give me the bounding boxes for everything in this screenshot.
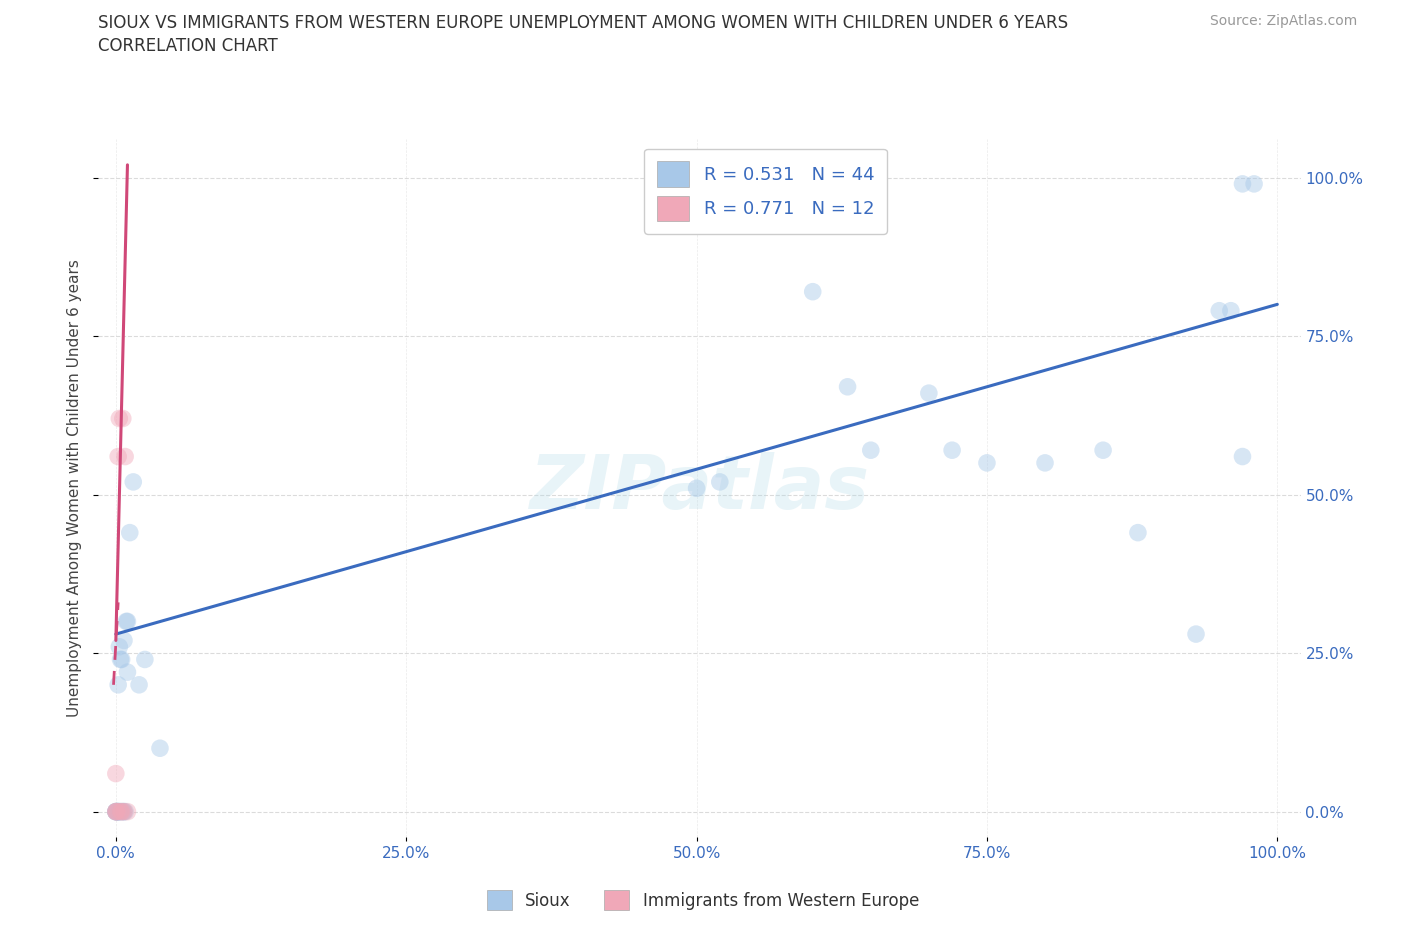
Point (117, 804, 139, 819)
Text: SIOUX VS IMMIGRANTS FROM WESTERN EUROPE UNEMPLOYMENT AMONG WOMEN WITH CHILDREN U: SIOUX VS IMMIGRANTS FROM WESTERN EUROPE … (98, 14, 1069, 32)
Point (108, 804, 131, 819)
Point (107, 677, 129, 692)
Point (111, 804, 134, 819)
Point (118, 525, 141, 540)
Point (1232, 449, 1254, 464)
Point (104, 804, 127, 819)
Point (801, 285, 824, 299)
Point (134, 652, 156, 667)
Point (1243, 177, 1265, 192)
Point (117, 665, 139, 680)
Point (112, 633, 135, 648)
Point (105, 804, 128, 819)
Point (117, 614, 139, 629)
Point (837, 379, 859, 394)
Y-axis label: Unemployment Among Women with Children Under 6 years: Unemployment Among Women with Children U… (67, 259, 83, 717)
Point (1126, 525, 1149, 540)
Point (108, 411, 131, 426)
Point (104, 766, 127, 781)
Point (1033, 456, 1056, 471)
Point (1208, 303, 1230, 318)
Point (111, 652, 134, 667)
Point (104, 804, 127, 819)
Point (108, 804, 131, 819)
Point (859, 443, 882, 458)
Point (104, 804, 127, 819)
Point (128, 677, 150, 692)
Point (111, 804, 134, 819)
Point (685, 481, 707, 496)
Point (104, 804, 127, 819)
Legend: R = 0.531   N = 44, R = 0.771   N = 12: R = 0.531 N = 44, R = 0.771 N = 12 (644, 149, 887, 234)
Point (1219, 303, 1241, 318)
Point (114, 449, 136, 464)
Point (104, 804, 127, 819)
Point (122, 474, 145, 489)
Point (105, 804, 128, 819)
Text: CORRELATION CHART: CORRELATION CHART (98, 37, 278, 55)
Point (114, 804, 136, 819)
Point (709, 474, 731, 489)
Point (1092, 443, 1115, 458)
Legend: Sioux, Immigrants from Western Europe: Sioux, Immigrants from Western Europe (481, 884, 925, 917)
Point (107, 804, 129, 819)
Point (976, 456, 998, 471)
Point (115, 614, 138, 629)
Point (107, 804, 129, 819)
Point (111, 804, 134, 819)
Point (107, 449, 129, 464)
Point (110, 652, 132, 667)
Point (105, 804, 128, 819)
Point (1232, 177, 1254, 192)
Point (105, 804, 128, 819)
Point (918, 386, 941, 401)
Point (111, 411, 134, 426)
Point (112, 804, 135, 819)
Point (112, 804, 135, 819)
Text: ZIPatlas: ZIPatlas (530, 452, 869, 525)
Text: Source: ZipAtlas.com: Source: ZipAtlas.com (1209, 14, 1357, 28)
Point (1185, 627, 1208, 642)
Point (108, 639, 131, 654)
Point (149, 741, 172, 756)
Point (941, 443, 963, 458)
Point (110, 804, 132, 819)
